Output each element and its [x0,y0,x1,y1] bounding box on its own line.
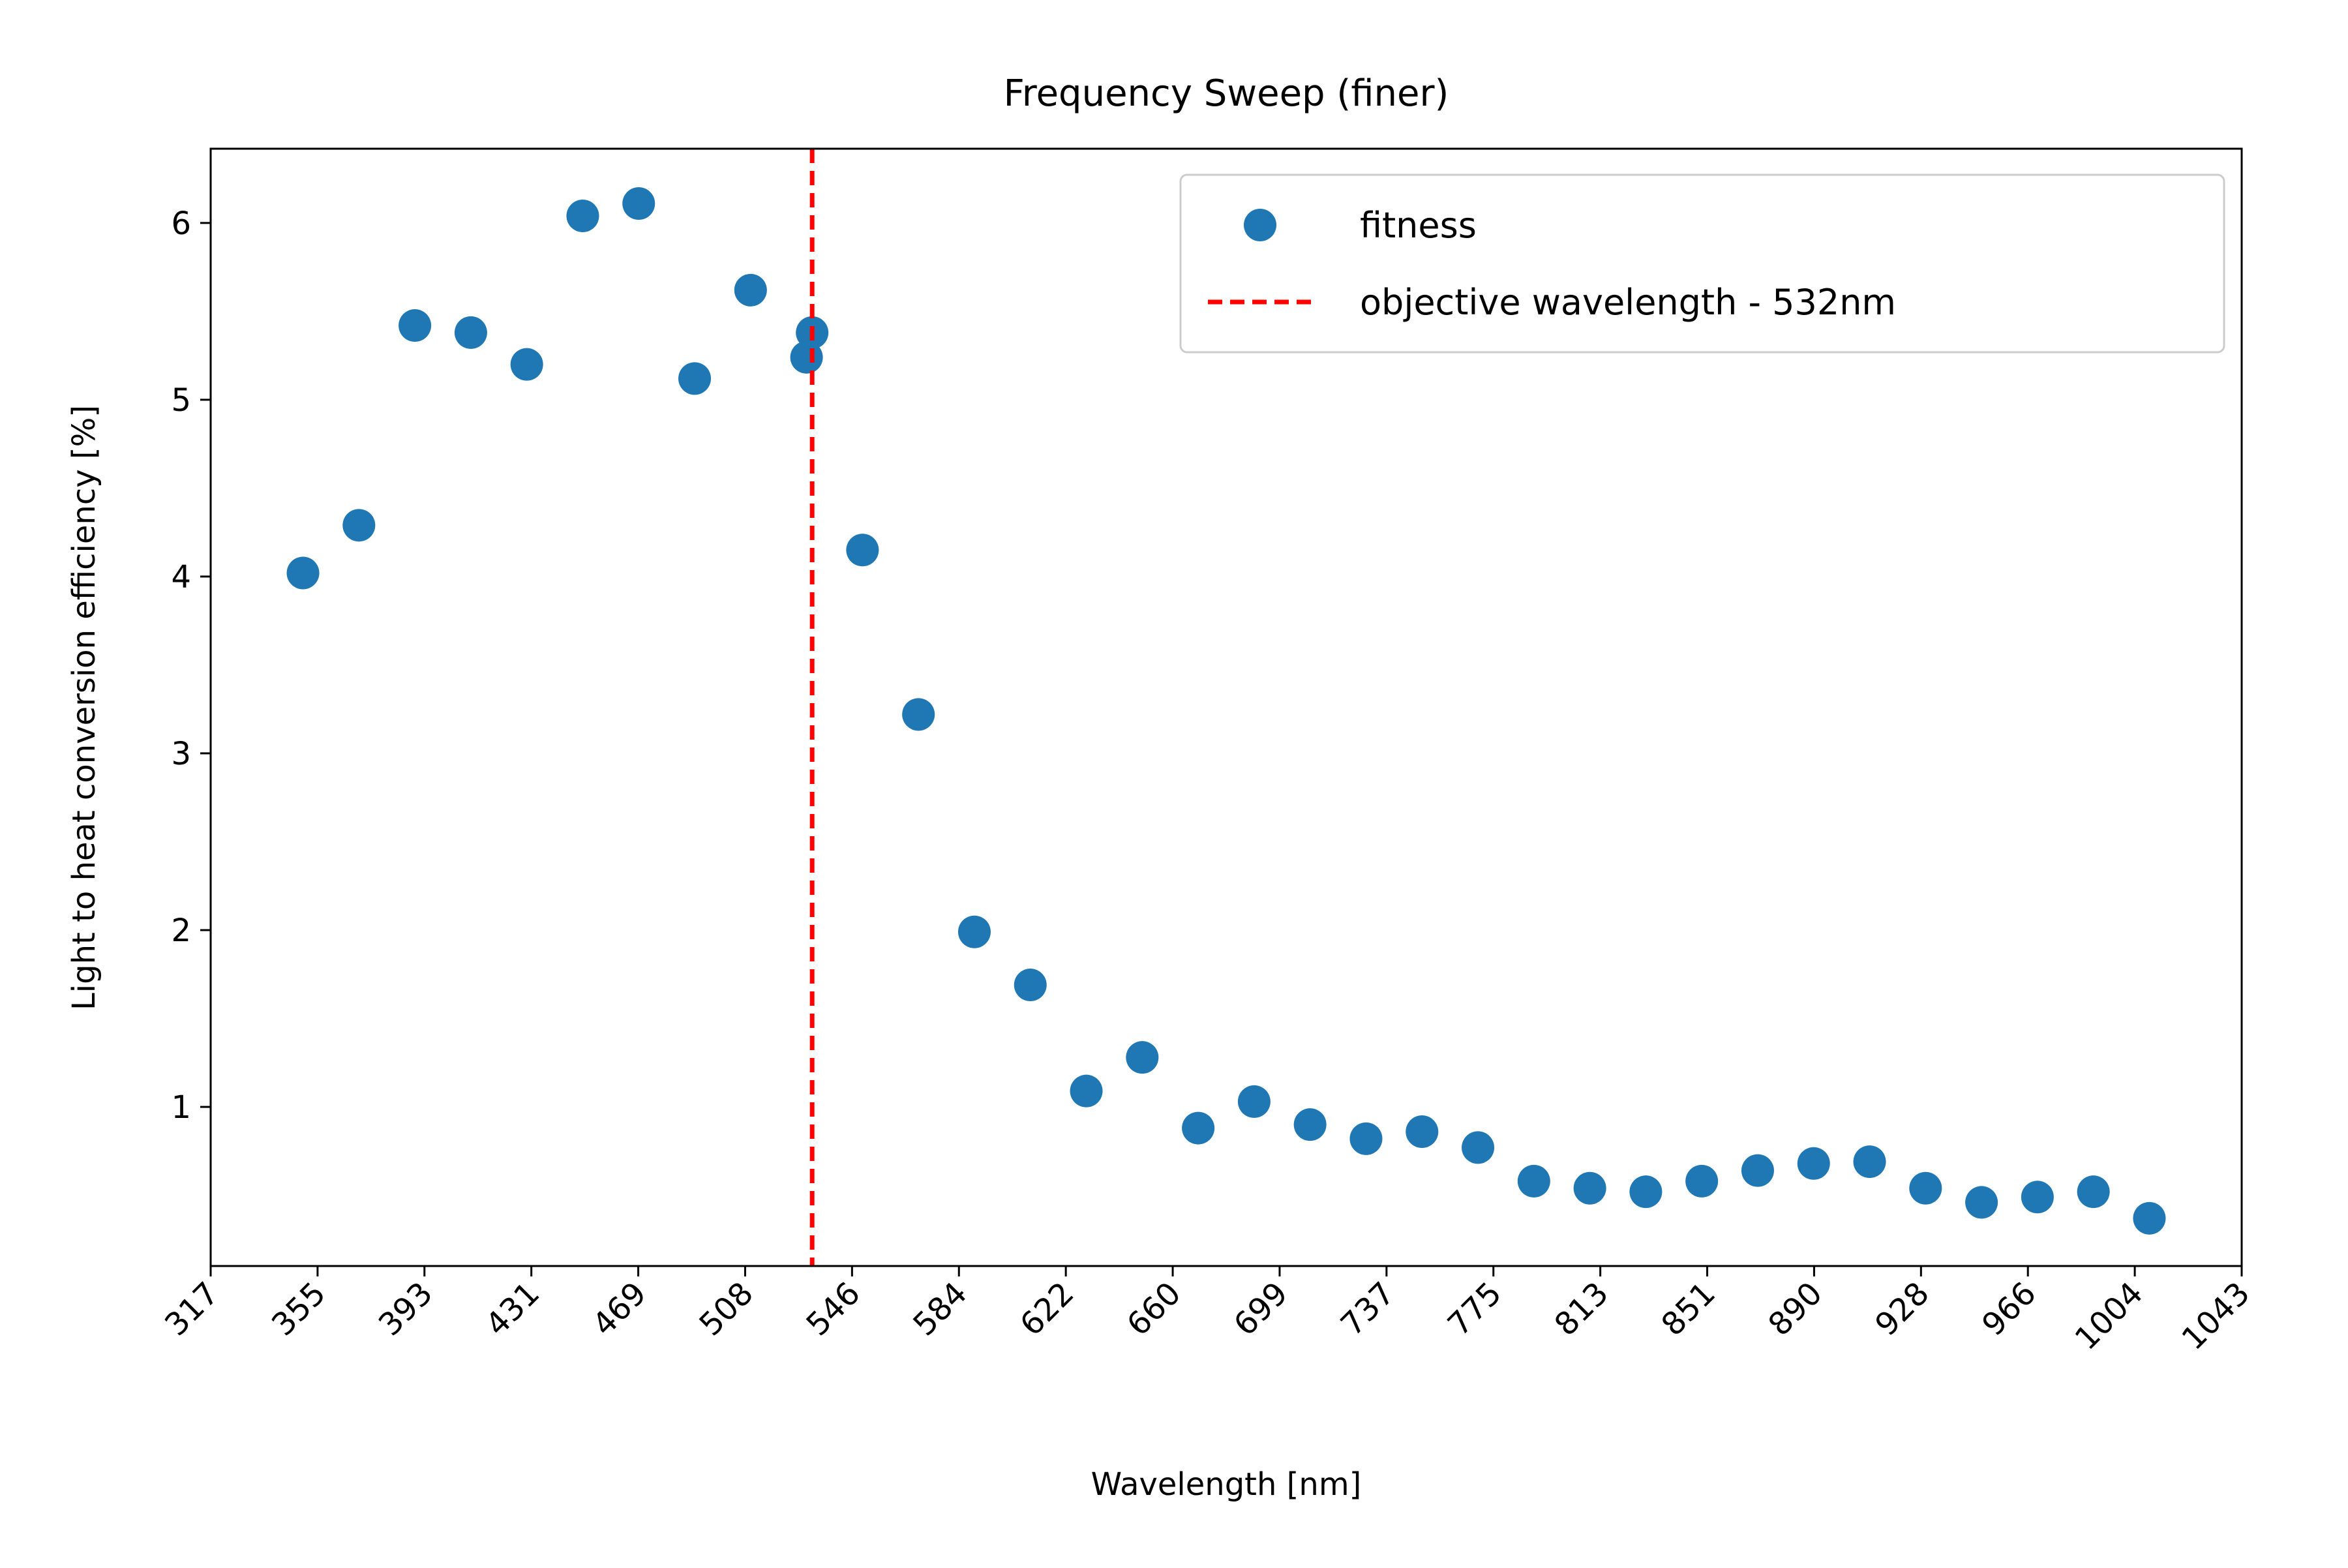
scatter-point [957,915,991,948]
scatter-point [846,534,879,567]
y-tick-label: 4 [171,559,191,596]
y-tick-label: 1 [171,1089,191,1126]
scatter-point [1741,1154,1774,1187]
y-tick-label: 3 [171,736,191,772]
scatter-point [2021,1181,2054,1214]
data-marks [286,149,2166,1266]
x-axis-label: Wavelength [nm] [1091,1466,1362,1503]
legend-box [1179,173,2225,354]
y-axis-label: Light to heat conversion efficiency [%] [66,405,102,1010]
scatter-point [1629,1175,1663,1209]
scatter-point [2077,1175,2110,1209]
scatter-point [678,362,712,395]
scatter-point [1182,1111,1215,1145]
scatter-point [790,340,823,374]
scatter-point [1406,1115,1439,1149]
chart-title: Frequency Sweep (finer) [1004,72,1449,115]
legend-label-objective: objective wavelength - 532nm [1360,282,1896,323]
scatter-point [286,556,320,590]
y-tick-label: 5 [171,382,191,419]
y-tick-label: 2 [171,912,191,949]
y-tick-label: 6 [171,205,191,242]
legend-marker-fitness [1244,209,1276,241]
scatter-point [454,316,487,349]
scatter-point [1909,1171,1942,1205]
scatter-point [342,509,376,542]
scatter-point [1349,1122,1383,1155]
scatter-point [1462,1131,1495,1164]
scatter-point [399,309,432,342]
scatter-point [1126,1041,1159,1074]
scatter-point [566,199,599,232]
scatter-point [1070,1074,1103,1108]
scatter-point [622,187,655,220]
scatter-point [1014,969,1047,1002]
scatter-point [734,273,767,307]
scatter-point [1797,1147,1830,1180]
scatter-point [1293,1108,1327,1141]
scatter-point [1965,1186,1998,1219]
scatter-point [510,348,543,381]
scatter-point [2133,1201,2166,1235]
scatter-point [1685,1164,1719,1198]
scatter-point [1853,1145,1886,1179]
scatter-point [902,698,935,731]
scatter-point [1237,1085,1271,1118]
scatter-point [1517,1164,1550,1198]
legend-label-fitness: fitness [1360,205,1477,246]
legend: fitness objective wavelength - 532nm [1179,173,2225,354]
axes-frame [209,147,2243,1267]
scatter-point [1573,1171,1606,1205]
